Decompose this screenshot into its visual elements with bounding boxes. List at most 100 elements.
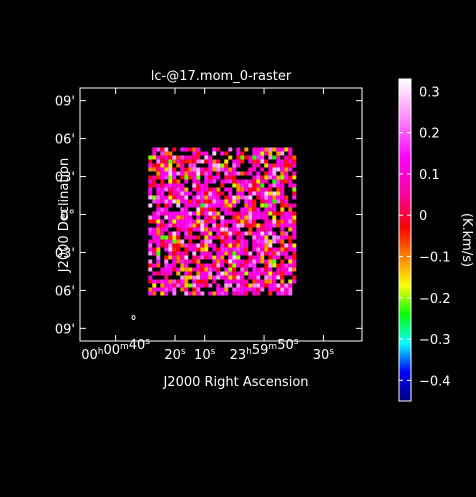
map-pixel — [264, 251, 269, 256]
map-pixel — [284, 179, 289, 184]
map-pixel — [160, 207, 165, 212]
map-pixel — [208, 155, 213, 160]
map-pixel — [200, 203, 205, 208]
map-pixel — [272, 179, 277, 184]
map-pixel — [192, 243, 197, 248]
map-pixel — [180, 163, 185, 168]
map-pixel — [204, 175, 209, 180]
map-pixel — [188, 219, 193, 224]
map-pixel — [284, 163, 289, 168]
map-pixel — [256, 171, 261, 176]
map-pixel — [160, 195, 165, 200]
map-pixel — [180, 155, 185, 160]
map-pixel — [200, 263, 205, 268]
chart-title: lc-@17.mom_0-raster — [151, 69, 292, 84]
map-pixel — [292, 191, 297, 196]
map-pixel — [196, 291, 201, 296]
map-pixel — [152, 167, 157, 172]
map-pixel — [164, 215, 169, 220]
map-pixel — [292, 267, 297, 272]
map-pixel — [252, 267, 257, 272]
map-pixel — [148, 163, 153, 168]
map-pixel — [232, 247, 237, 252]
map-pixel — [176, 279, 181, 284]
x-axis-ticks: 00h00m40s 20s 10s 23h59m50s 30s — [81, 88, 334, 363]
colorbar-tick-label: −0.1 — [419, 251, 451, 266]
map-pixel — [264, 163, 269, 168]
map-pixel — [280, 203, 285, 208]
map-pixel — [176, 267, 181, 272]
map-pixel — [272, 155, 277, 160]
map-pixel — [244, 171, 249, 176]
map-pixel — [192, 187, 197, 192]
map-pixel — [240, 191, 245, 196]
map-pixel — [264, 207, 269, 212]
map-pixel — [196, 255, 201, 260]
map-pixel — [292, 215, 297, 220]
map-pixel — [184, 243, 189, 248]
map-pixel — [180, 283, 185, 288]
map-pixel — [256, 223, 261, 228]
map-pixel — [216, 283, 221, 288]
map-pixel — [188, 235, 193, 240]
map-pixel — [276, 191, 281, 196]
map-pixel — [256, 187, 261, 192]
map-pixel — [244, 179, 249, 184]
map-pixel — [204, 243, 209, 248]
map-pixel — [268, 231, 273, 236]
map-pixel — [160, 151, 165, 156]
map-pixel — [208, 159, 213, 164]
map-pixel — [200, 195, 205, 200]
map-pixel — [212, 255, 217, 260]
map-pixel — [188, 191, 193, 196]
map-pixel — [172, 159, 177, 164]
colorbar-tick-label: −0.4 — [419, 374, 451, 389]
map-pixel — [236, 211, 241, 216]
map-pixel — [148, 231, 153, 236]
map-pixel — [164, 163, 169, 168]
map-pixel — [272, 247, 277, 252]
map-pixel — [212, 179, 217, 184]
map-pixel — [260, 247, 265, 252]
map-pixel — [264, 235, 269, 240]
map-pixel — [268, 279, 273, 284]
map-pixel — [228, 187, 233, 192]
map-pixel — [272, 203, 277, 208]
map-pixel — [280, 171, 285, 176]
map-pixel — [288, 243, 293, 248]
map-pixel — [240, 223, 245, 228]
map-pixel — [168, 255, 173, 260]
map-pixel — [260, 211, 265, 216]
map-pixel — [172, 155, 177, 160]
map-pixel — [164, 159, 169, 164]
map-pixel — [284, 171, 289, 176]
map-pixel — [164, 227, 169, 232]
map-pixel — [252, 159, 257, 164]
map-pixel — [156, 235, 161, 240]
map-pixel — [272, 275, 277, 280]
map-pixel — [192, 211, 197, 216]
map-pixel — [260, 239, 265, 244]
map-pixel — [244, 243, 249, 248]
map-pixel — [228, 283, 233, 288]
map-pixel — [168, 287, 173, 292]
map-pixel — [256, 155, 261, 160]
map-pixel — [176, 199, 181, 204]
map-pixel — [196, 243, 201, 248]
map-pixel — [236, 215, 241, 220]
map-pixel — [224, 247, 229, 252]
map-pixel — [220, 247, 225, 252]
map-pixel — [276, 167, 281, 172]
map-pixel — [212, 199, 217, 204]
map-pixel — [188, 291, 193, 296]
map-pixel — [164, 175, 169, 180]
map-pixel — [280, 175, 285, 180]
map-pixel — [172, 223, 177, 228]
map-pixel — [264, 187, 269, 192]
map-pixel — [200, 223, 205, 228]
map-pixel — [256, 283, 261, 288]
map-pixel — [184, 271, 189, 276]
map-pixel — [284, 247, 289, 252]
map-pixel — [216, 275, 221, 280]
map-pixel — [280, 251, 285, 256]
